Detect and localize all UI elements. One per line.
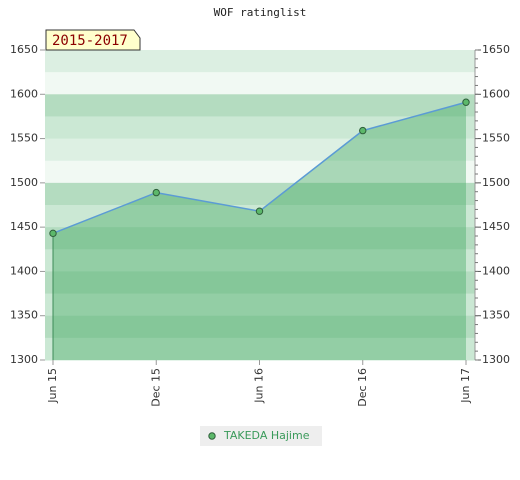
background-band [45,182,475,206]
x-tick-label: Jun 15 [46,368,59,404]
background-band [45,94,475,117]
y2-tick-label: 1600 [482,87,510,100]
point [255,207,264,215]
background-band [45,160,475,184]
y2-tick-label: 1500 [482,176,510,189]
background-band [45,337,475,361]
area [53,102,466,360]
background-band [45,227,475,250]
legend-marker [208,432,216,440]
y-tick-label: 1550 [10,132,38,145]
background-band [45,72,475,95]
point [359,126,367,135]
y-tick-label: 1450 [10,220,38,233]
chart-title: WOF ratinglist [214,6,307,19]
legend-label: TAKEDA Hajime [223,429,310,442]
background-band [45,271,475,295]
y-tick-label: 1350 [10,309,38,322]
point [49,229,57,238]
y2-tick-label: 1300 [482,353,510,366]
y-tick-label: 1300 [10,353,38,366]
x-tick-label: Jun 17 [459,368,472,404]
y2-tick-label: 1350 [482,309,510,322]
y2-tick-label: 1400 [482,264,510,277]
background-band [45,50,475,73]
background-band [45,116,475,140]
y2-tick-label: 1650 [482,43,510,56]
background-band [45,205,475,228]
annotation-box [45,29,141,51]
annotation: 2015-2017 [52,33,128,49]
y2-tick-label: 1450 [482,220,510,233]
background-band [45,315,475,339]
background-band [45,138,475,162]
x-tick-label: Dec 15 [149,368,162,407]
legend-box [200,426,322,446]
y-tick-label: 1400 [10,264,38,277]
x-tick-label: Dec 16 [356,368,369,407]
x-tick-label: Jun 16 [253,368,266,404]
y-tick-label: 1650 [10,43,38,56]
y-tick-label: 1600 [10,87,38,100]
point [462,98,470,106]
y2-tick-label: 1550 [482,132,510,145]
point [152,188,160,197]
background-band [45,249,475,272]
background-band [45,293,475,317]
y-tick-label: 1500 [10,176,38,189]
